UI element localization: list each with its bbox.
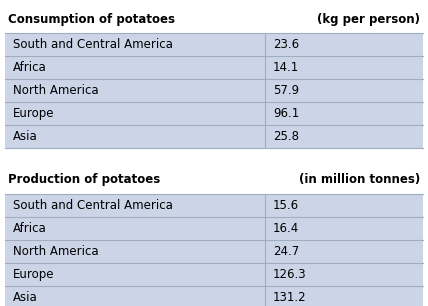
Text: North America: North America [13, 84, 98, 97]
Text: 23.6: 23.6 [273, 38, 299, 51]
Bar [265, 79, 423, 102]
Bar [5, 263, 265, 286]
Bar [265, 263, 423, 286]
Text: Africa: Africa [13, 61, 47, 74]
Text: Asia: Asia [13, 130, 38, 143]
Bar [265, 240, 423, 263]
Bar [5, 217, 265, 240]
Text: 16.4: 16.4 [273, 222, 299, 235]
Bar [265, 33, 423, 56]
Bar [265, 217, 423, 240]
Bar [265, 56, 423, 79]
Bar [5, 194, 265, 217]
Text: Europe: Europe [13, 268, 54, 281]
Bar [5, 33, 265, 56]
Bar [265, 194, 423, 217]
Text: 131.2: 131.2 [273, 291, 306, 304]
Text: Africa: Africa [13, 222, 47, 235]
Text: 25.8: 25.8 [273, 130, 299, 143]
Text: Asia: Asia [13, 291, 38, 304]
Text: North America: North America [13, 245, 98, 258]
Text: (kg per person): (kg per person) [317, 13, 420, 25]
Text: Europe: Europe [13, 107, 54, 120]
Text: 96.1: 96.1 [273, 107, 299, 120]
Text: 126.3: 126.3 [273, 268, 306, 281]
Bar [5, 286, 265, 306]
Text: South and Central America: South and Central America [13, 38, 173, 51]
Text: 57.9: 57.9 [273, 84, 299, 97]
Text: 15.6: 15.6 [273, 199, 299, 212]
Text: Consumption of potatoes: Consumption of potatoes [8, 13, 175, 25]
Bar [5, 79, 265, 102]
Bar [5, 125, 265, 148]
Text: Production of potatoes: Production of potatoes [8, 174, 160, 186]
Text: 14.1: 14.1 [273, 61, 299, 74]
Text: South and Central America: South and Central America [13, 199, 173, 212]
Bar [265, 125, 423, 148]
Bar [5, 102, 265, 125]
Text: 24.7: 24.7 [273, 245, 299, 258]
Bar [5, 240, 265, 263]
Bar [5, 56, 265, 79]
Text: (in million tonnes): (in million tonnes) [299, 174, 420, 186]
Bar [265, 286, 423, 306]
Bar [265, 102, 423, 125]
